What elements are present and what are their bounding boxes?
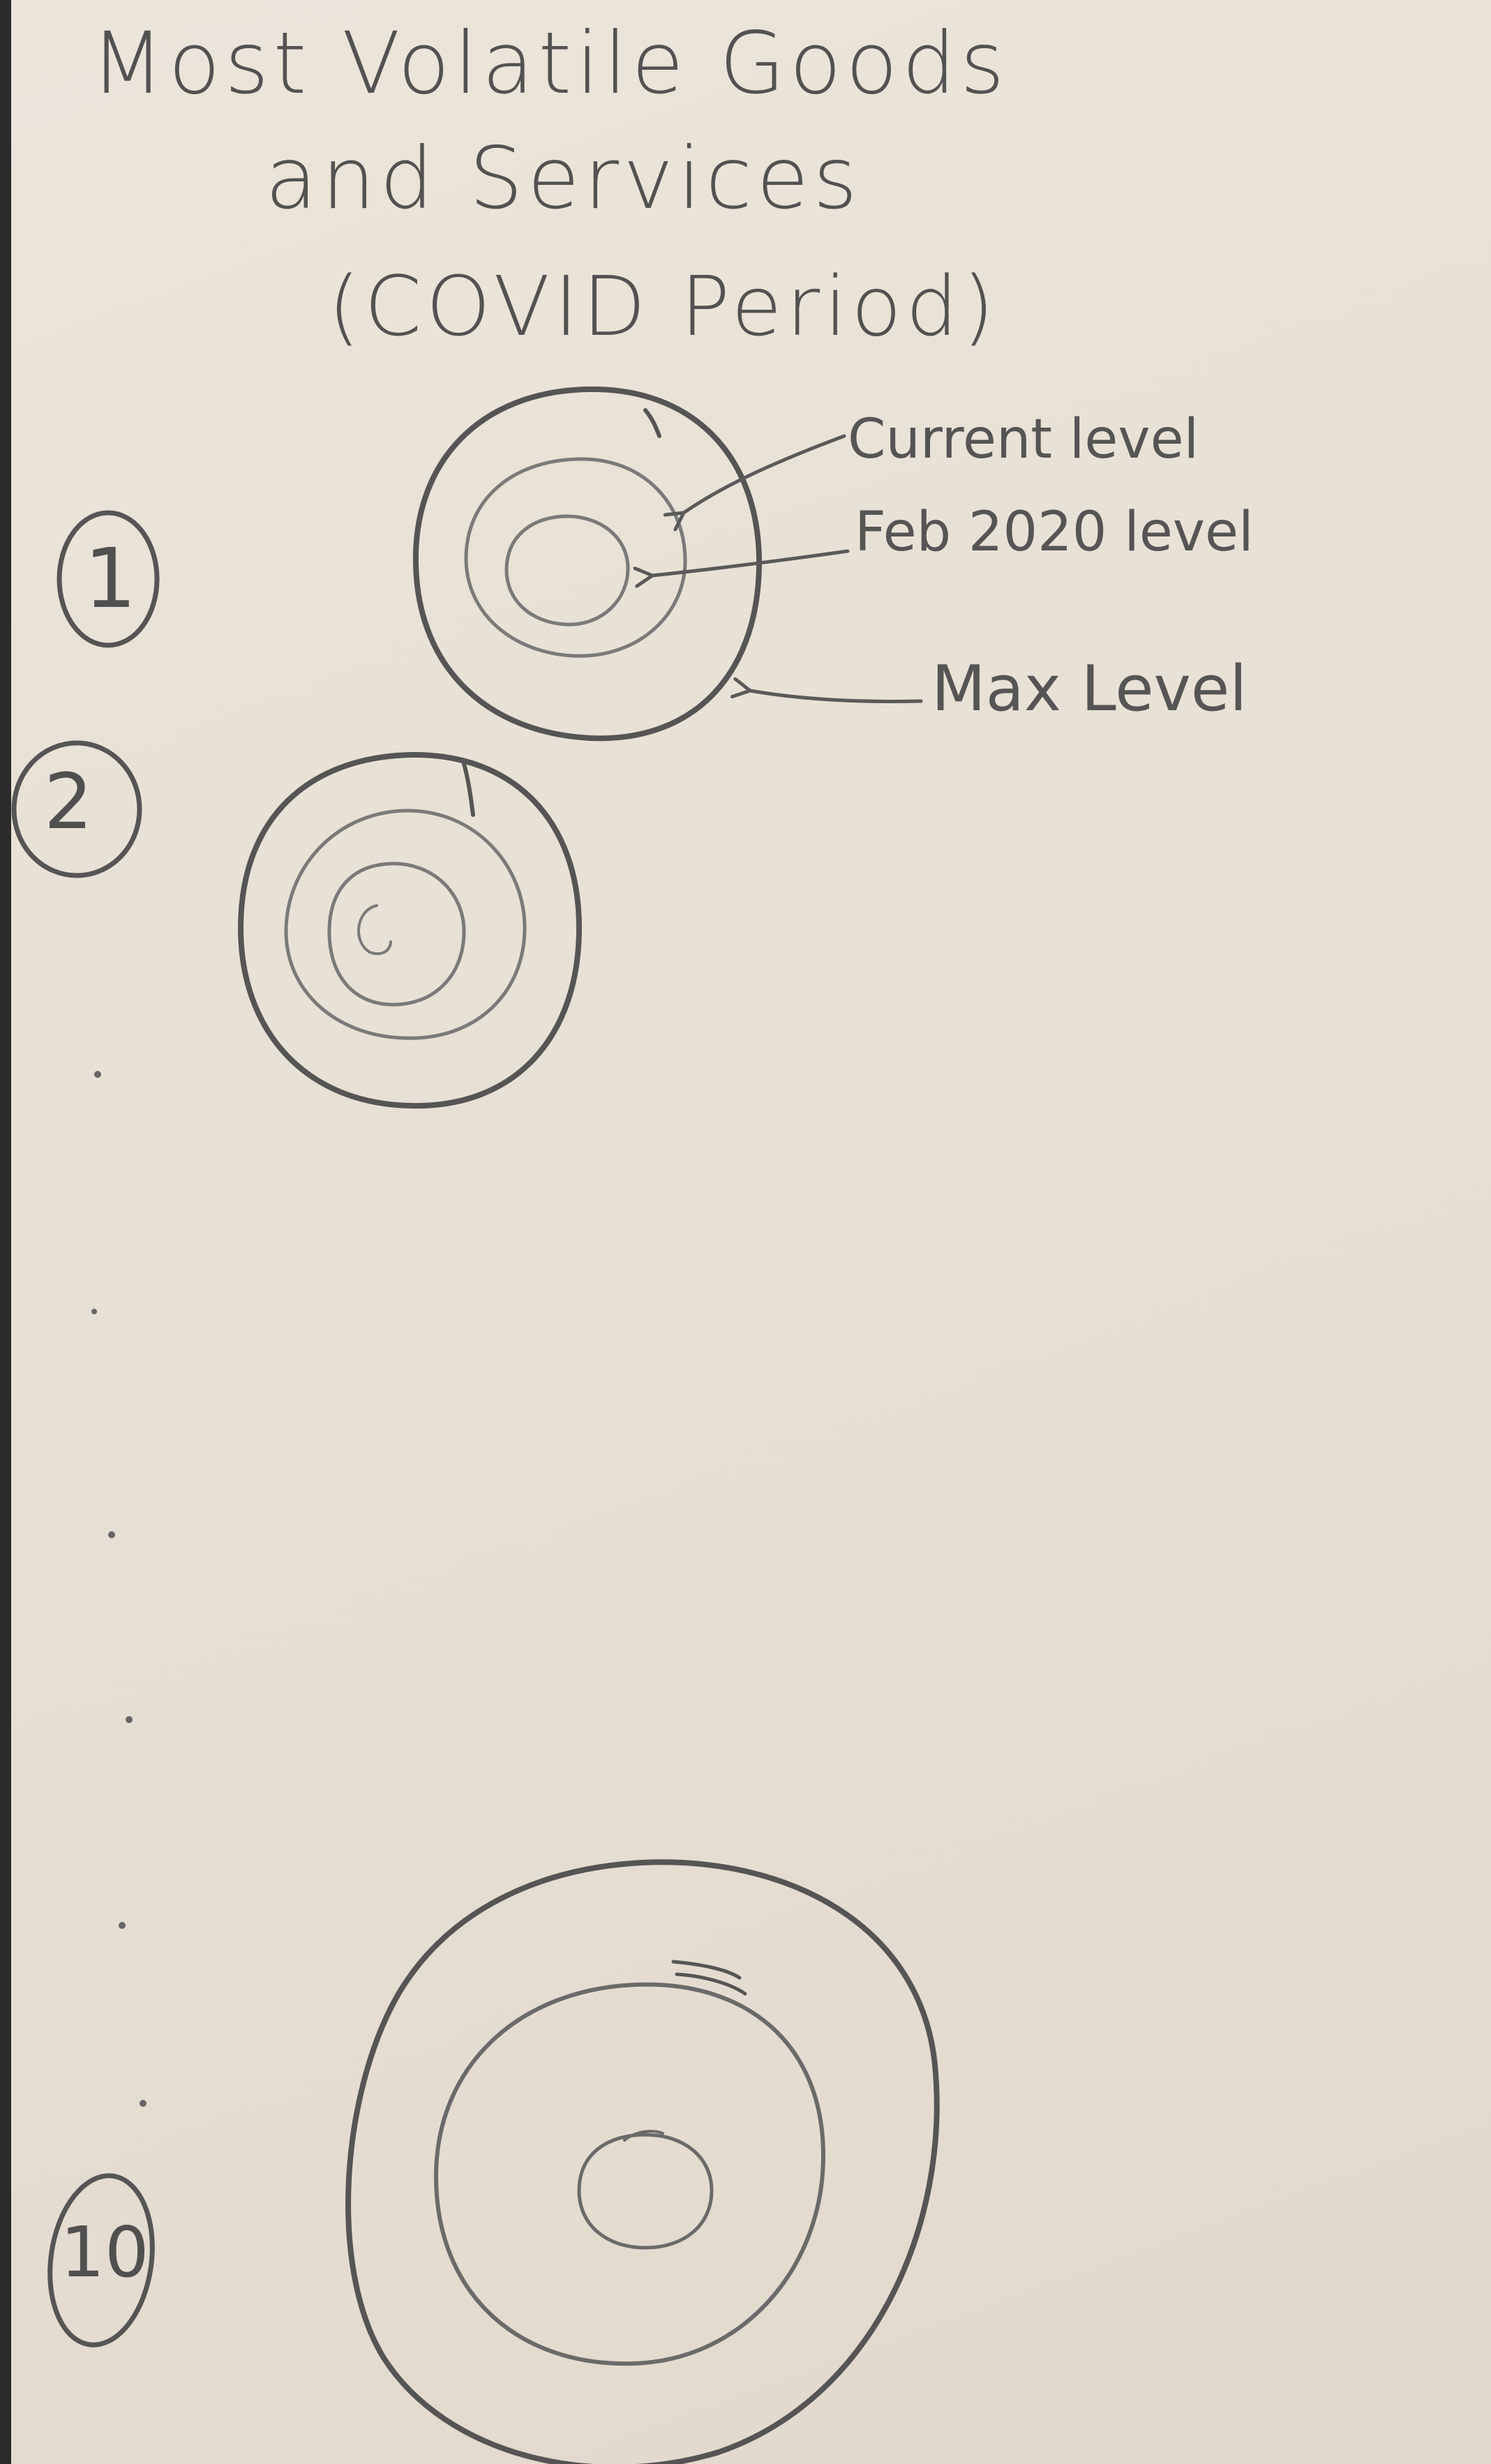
arrow-current-level (684, 434, 846, 513)
item-1-current-ring (464, 457, 687, 658)
rank-10-circle (47, 2173, 155, 2347)
arrow-max-level (750, 691, 923, 703)
rank-2-label: 2 (44, 757, 93, 846)
ellipsis-dots (91, 1071, 147, 2107)
legend-arrows (652, 434, 923, 703)
item-1-feb-ring (504, 514, 630, 626)
item-2-max-ring (237, 751, 583, 1109)
item-2-feb-ring (327, 862, 466, 1007)
rank-1-circle (57, 510, 160, 648)
item-10-current-ring (433, 1982, 826, 2366)
rank-2-circle (11, 740, 142, 878)
item-2-circles (237, 751, 583, 1109)
item-2-current-ring (284, 809, 527, 1040)
item-10-circles (345, 1859, 940, 2464)
rank-1-label: 1 (84, 530, 137, 626)
rank-10-label: 10 (60, 2211, 149, 2293)
title-line-1: Most Volatile Goods (91, 14, 1009, 113)
arrow-feb-2020-level (652, 549, 850, 576)
item-1-circles (412, 386, 763, 742)
legend-max-level: Max Level (931, 652, 1248, 726)
legend-current-level: Current level (848, 408, 1199, 471)
title-line-2: and Services (265, 129, 862, 228)
paper-left-edge (0, 0, 11, 2464)
item-1-max-ring (412, 386, 763, 742)
item-10-feb-ring (577, 2133, 714, 2250)
item-10-max-ring (345, 1859, 940, 2464)
legend-feb-2020-level: Feb 2020 level (855, 501, 1254, 564)
title-line-3: (COVID Period) (328, 258, 999, 354)
